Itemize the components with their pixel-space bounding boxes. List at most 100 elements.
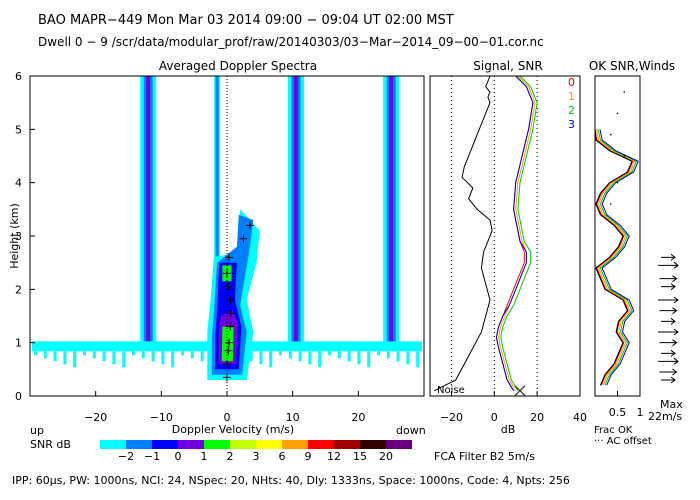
ground-clutter-speckle <box>190 351 194 359</box>
fca-filter: FCA Filter B2 5m/s <box>434 450 535 463</box>
snr-colorbar: −2 −1 0 1 2 3 6 9 12 15 20 <box>100 440 412 463</box>
y-tick-label: 6 <box>15 70 22 83</box>
wind-arrow-head <box>673 357 679 365</box>
snr-title: Signal, SNR <box>473 59 542 73</box>
colorbar-swatch <box>178 440 204 449</box>
snr-peak-marker <box>226 309 235 318</box>
colorbar-label: −2 <box>118 450 134 463</box>
ok-x-tick-label: 0.5 <box>609 406 627 419</box>
colorbar-label: 2 <box>227 450 234 463</box>
signal-snr-frame <box>429 75 581 397</box>
ground-clutter-speckle <box>357 351 361 365</box>
winds-max-value: 22m/s <box>648 410 682 423</box>
ground-clutter-speckle <box>83 351 86 356</box>
ground-clutter-speckle <box>132 351 135 356</box>
ground-clutter-speckle <box>416 351 420 368</box>
colorbar-label: 9 <box>305 450 312 463</box>
ac-offset-trace <box>594 129 633 386</box>
snr-series-label-3: 3 <box>568 118 575 131</box>
ground-clutter-speckle <box>151 351 155 362</box>
snr-peak-marker <box>224 282 233 291</box>
colorbar-swatch <box>334 440 360 449</box>
colorbar-swatch <box>256 440 282 449</box>
y-tick-label: 3 <box>15 230 22 243</box>
legend-down: down <box>396 424 426 437</box>
snr-xlabel: dB <box>501 423 516 436</box>
frac-ok-series-2 <box>597 129 638 386</box>
ground-clutter-speckle <box>92 351 96 359</box>
snr-peak-marker <box>223 373 231 382</box>
ground-clutter-speckle <box>249 351 253 362</box>
colorbar-swatch <box>100 440 126 449</box>
colorbar-label: 15 <box>353 450 367 463</box>
spectra-title: Averaged Doppler Spectra <box>159 59 317 73</box>
colorbar-swatch <box>308 440 334 449</box>
spectra-ylabel: Height (km) <box>8 203 21 269</box>
snr-series-label-2: 2 <box>568 104 575 117</box>
snr-peak-marker <box>224 338 233 347</box>
frac-ok-dot <box>609 203 612 205</box>
clutter-band-inner <box>293 76 298 346</box>
wind-arrow-head <box>672 307 678 315</box>
colorbar-label: 1 <box>201 450 208 463</box>
ground-clutter-speckle <box>161 351 165 365</box>
ground-clutter-speckle <box>298 351 302 362</box>
snr-peak-marker <box>223 269 231 278</box>
header-title: BAO MAPR−449 Mon Mar 03 2014 09:00 − 09:… <box>38 13 454 28</box>
y-tick-label: 0 <box>15 390 22 403</box>
ac-offset-label: ··· AC offset <box>594 436 652 447</box>
frac-ok-dot <box>616 181 619 184</box>
snr-series-Noise <box>434 75 493 392</box>
ground-clutter-speckle <box>279 351 282 356</box>
spectra-plot: −20 −10 0 10 20 0 1 2 3 4 5 6 <box>15 70 425 424</box>
colorbar-label: 20 <box>379 450 393 463</box>
wind-arrow-head <box>672 275 678 283</box>
wind-arrow-head <box>670 253 676 261</box>
snr-series-label-1: 1 <box>568 90 575 103</box>
clutter-band-inner <box>389 76 394 346</box>
colorbar-swatch <box>152 440 178 449</box>
ground-clutter-speckle <box>318 351 322 368</box>
frac-ok-dot <box>616 112 619 115</box>
signal-snr-plot: −20 0 20 40 <box>429 75 587 424</box>
colorbar-swatch <box>126 440 152 449</box>
frac-ok-dot <box>623 155 626 157</box>
frac-ok-dot <box>623 91 626 93</box>
frac-ok-series-0 <box>594 129 634 386</box>
x-tick-label: 0 <box>224 411 231 424</box>
frac-ok-series-1 <box>595 129 636 386</box>
colorbar-swatch <box>360 440 386 449</box>
wind-arrow-head <box>670 283 676 291</box>
snr-peak-marker <box>223 360 231 368</box>
snr-x-tick-label: 40 <box>573 411 587 424</box>
ground-clutter-speckle <box>269 351 273 368</box>
snr-series-2 <box>498 75 538 391</box>
snr-series-1 <box>496 75 536 391</box>
snr-noise-label: Noise <box>437 385 465 396</box>
clutter-band-inner <box>146 76 151 346</box>
wind-arrow-head <box>673 328 679 336</box>
echo-contour-4 <box>221 326 234 362</box>
colorbar-swatch <box>230 440 256 449</box>
ground-clutter-speckle <box>200 351 204 362</box>
ground-clutter-speckle <box>63 351 67 365</box>
colorbar-label: 12 <box>327 450 341 463</box>
ground-clutter-speckle <box>396 351 400 362</box>
ground-clutter-speckle <box>377 351 380 356</box>
wind-arrow-head <box>673 261 679 269</box>
ground-clutter-speckle <box>406 351 410 365</box>
frac-ok-dot <box>609 133 612 136</box>
y-tick-label: 4 <box>15 177 22 190</box>
ground-clutter-speckle <box>53 351 57 362</box>
wind-arrow-head <box>670 376 676 384</box>
colorbar-label: 3 <box>253 450 260 463</box>
ground-clutter-speckle <box>259 351 263 365</box>
y-tick-label: 5 <box>15 123 22 136</box>
x-tick-label: −10 <box>150 411 173 424</box>
ground-clutter-speckle <box>288 351 292 359</box>
clutter-band-core <box>215 76 219 346</box>
snr-series-label-0: 0 <box>568 76 575 89</box>
snr-x-tick-label: 0 <box>491 411 498 424</box>
ground-clutter-speckle <box>34 351 37 356</box>
